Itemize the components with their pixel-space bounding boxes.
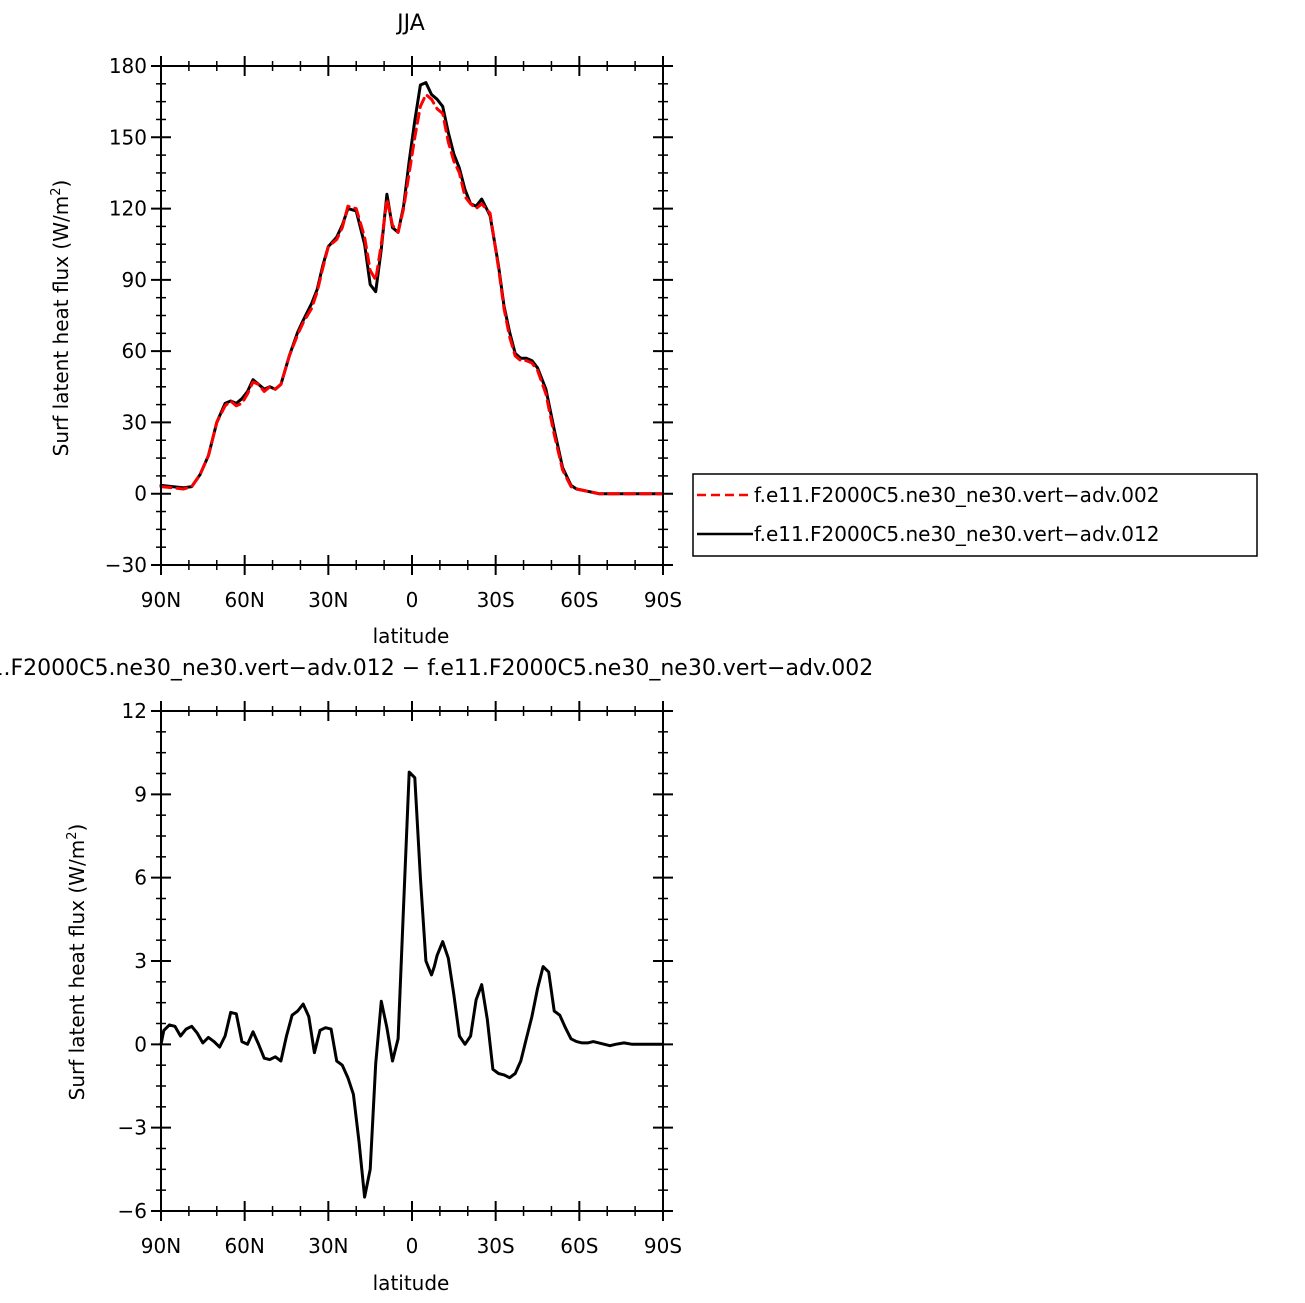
bottom-x-tick-label: 30N — [308, 1234, 348, 1258]
bottom-y-tick-labels: −6 −3 0 3 6 9 12 — [118, 699, 147, 1223]
legend: f.e11.F2000C5.ne30_ne30.vert−adv.002 f.e… — [692, 473, 1258, 557]
bottom-x-tick-label: 60N — [224, 1234, 264, 1258]
top-y-tick-label: 30 — [122, 410, 147, 434]
bottom-x-tick-label: 0 — [406, 1234, 419, 1258]
top-y-tick-label: 150 — [109, 125, 147, 149]
top-x-tick-label: 90S — [644, 588, 682, 612]
bottom-x-tick-label: 60S — [560, 1234, 598, 1258]
top-y-tick-labels: −30 0 30 60 90 120 150 180 — [105, 54, 147, 577]
bottom-y-tick-label: 9 — [134, 782, 147, 806]
bottom-title: f.e11.F2000C5.ne30_ne30.vert−adv.012 − f… — [0, 656, 873, 681]
top-panel: JJA −30 0 30 60 90 120 150 180 90N 60N 30N 0 30S 60S… — [49, 11, 682, 648]
legend-label-002: f.e11.F2000C5.ne30_ne30.vert−adv.002 — [754, 483, 1159, 507]
top-x-tick-label: 30S — [477, 588, 515, 612]
top-series-lines — [159, 81, 665, 496]
bottom-x-tick-labels: 90N 60N 30N 0 30S 60S 90S — [141, 1234, 682, 1258]
top-x-tick-label: 90N — [141, 588, 181, 612]
top-y-tick-label: 180 — [109, 54, 147, 78]
bottom-y-tick-label: −3 — [118, 1116, 147, 1140]
top-y-tick-label: 90 — [122, 268, 147, 292]
top-plot-frame — [160, 65, 664, 566]
top-x-tick-labels: 90N 60N 30N 0 30S 60S 90S — [141, 588, 682, 612]
bottom-x-axis-label: latitude — [373, 1271, 450, 1295]
top-y-tick-label: −30 — [105, 553, 147, 577]
top-y-axis-label: Surf latent heat flux (W/m2) — [49, 180, 73, 457]
bottom-y-axis-label: Surf latent heat flux (W/m2) — [65, 824, 89, 1101]
top-y-tick-label: 0 — [134, 482, 147, 506]
top-x-tick-label: 0 — [406, 588, 419, 612]
bottom-x-tick-label: 90N — [141, 1234, 181, 1258]
bottom-plot-frame — [160, 710, 664, 1212]
top-series-line-1 — [159, 93, 665, 496]
legend-box — [692, 473, 1258, 557]
bottom-y-tick-label: 12 — [122, 699, 147, 723]
top-title: JJA — [395, 11, 425, 36]
top-x-tick-label: 60N — [224, 588, 264, 612]
bottom-series-lines — [159, 770, 665, 1199]
top-x-axis-label: latitude — [373, 624, 450, 648]
top-y-tick-label: 60 — [122, 339, 147, 363]
bottom-y-tick-label: 3 — [134, 949, 147, 973]
top-x-tick-label: 60S — [560, 588, 598, 612]
bottom-x-tick-label: 90S — [644, 1234, 682, 1258]
legend-label-012: f.e11.F2000C5.ne30_ne30.vert−adv.012 — [754, 522, 1159, 546]
bottom-y-tick-label: −6 — [118, 1199, 147, 1223]
top-series-line-2 — [159, 81, 665, 496]
top-y-tick-label: 120 — [109, 197, 147, 221]
bottom-panel: f.e11.F2000C5.ne30_ne30.vert−adv.012 − f… — [0, 656, 873, 1295]
bottom-y-tick-label: 0 — [134, 1032, 147, 1056]
bottom-y-tick-label: 6 — [134, 866, 147, 890]
bottom-series-line-1 — [159, 770, 665, 1199]
bottom-axes-ticks — [151, 701, 673, 1221]
bottom-x-tick-label: 30S — [477, 1234, 515, 1258]
top-x-tick-label: 30N — [308, 588, 348, 612]
